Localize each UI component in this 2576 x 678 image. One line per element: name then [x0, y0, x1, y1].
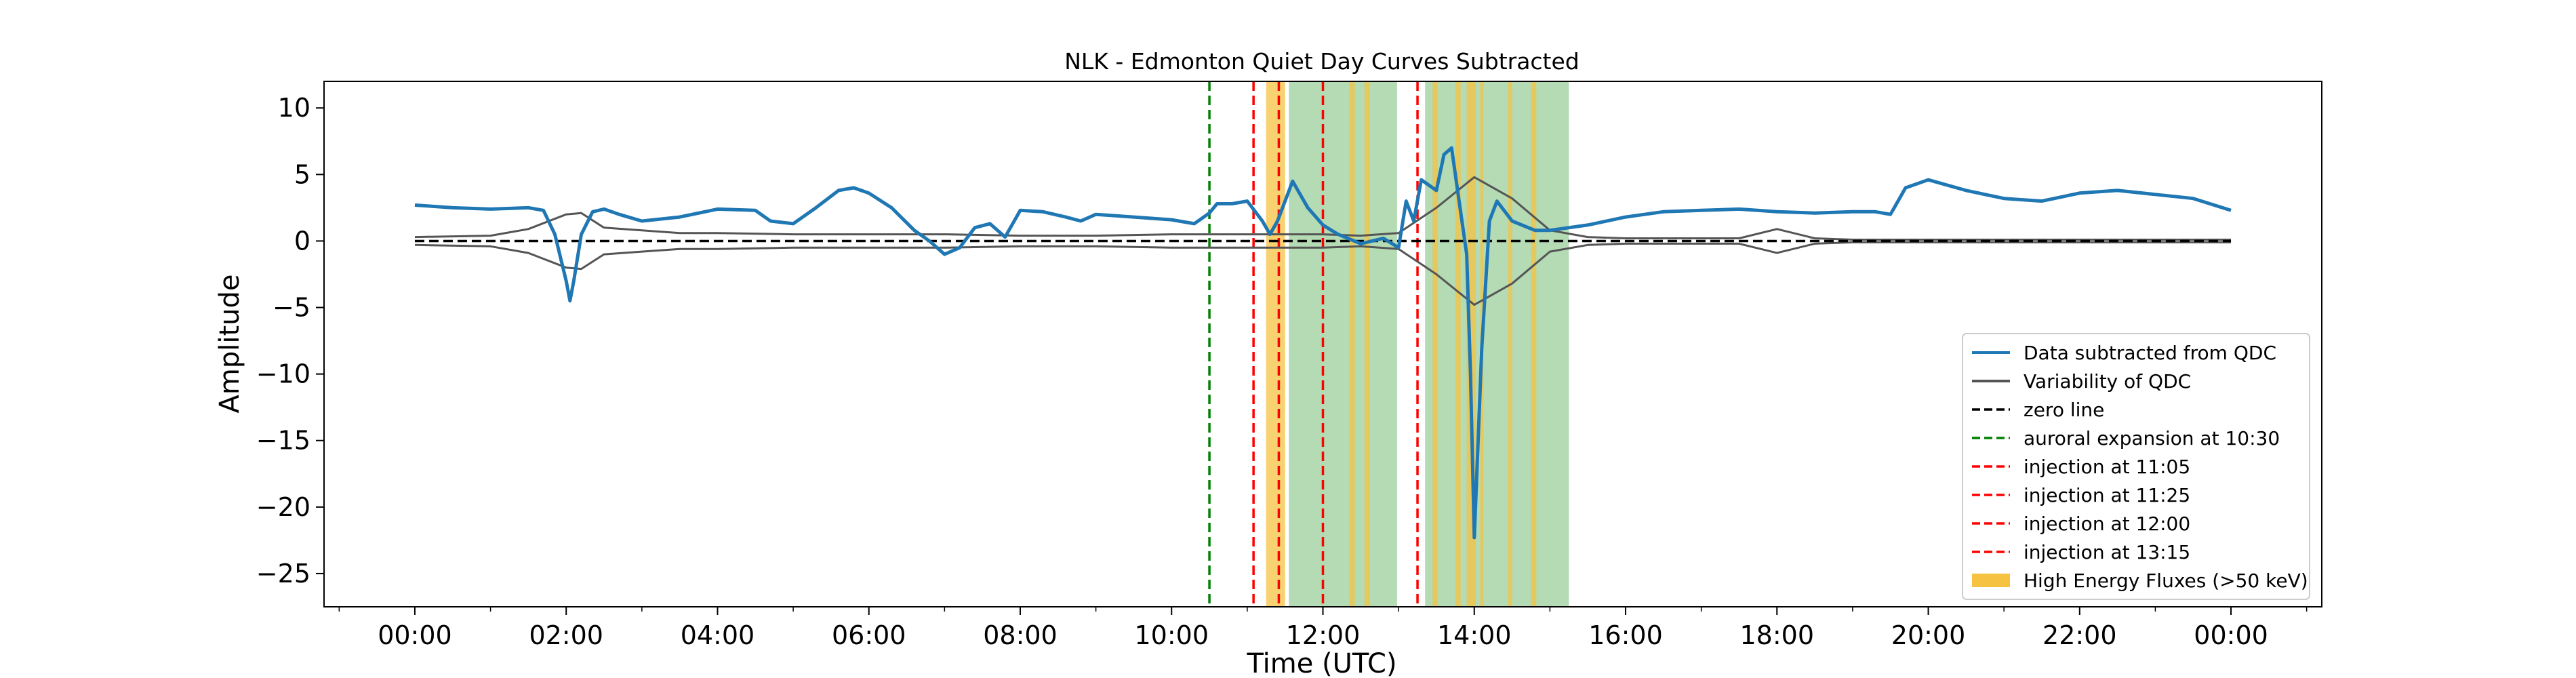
- y-tick-label: −15: [256, 426, 310, 456]
- bands-layer: [1266, 81, 1569, 607]
- legend-box: [1962, 333, 2310, 600]
- x-tick-label: 04:00: [681, 620, 755, 650]
- green-band-1: [1425, 81, 1569, 607]
- high-energy-flux-band-1: [1349, 81, 1355, 607]
- y-tick-label: 10: [278, 93, 310, 123]
- high-energy-flux-band-0: [1266, 81, 1285, 607]
- y-tick-label: −20: [256, 492, 310, 522]
- x-tick-label: 02:00: [529, 620, 603, 650]
- y-axis-label: Amplitude: [214, 275, 245, 414]
- x-tick-label: 18:00: [1740, 620, 1815, 650]
- x-tick-label: 16:00: [1588, 620, 1663, 650]
- y-axis: 10 5 0 −5 −10 −15 −20 −25: [256, 93, 324, 589]
- vlines-layer: [1208, 81, 1419, 607]
- x-tick-label: 06:00: [832, 620, 906, 650]
- variability-upper-line: [414, 176, 2231, 241]
- legend-label: injection at 12:00: [2024, 513, 2190, 535]
- x-tick-label: 00:00: [378, 620, 452, 650]
- high-energy-flux-band-4: [1455, 81, 1461, 607]
- legend-swatch: [1972, 574, 2010, 587]
- x-tick-label: 20:00: [1891, 620, 1966, 650]
- legend-label: auroral expansion at 10:30: [2024, 427, 2280, 450]
- x-tick-label: 08:00: [983, 620, 1058, 650]
- chart-title: NLK - Edmonton Quiet Day Curves Subtract…: [1064, 48, 1579, 75]
- y-tick-label: 0: [294, 226, 310, 256]
- high-energy-flux-band-7: [1508, 81, 1512, 607]
- legend-label: injection at 13:15: [2024, 541, 2190, 563]
- high-energy-flux-band-8: [1531, 81, 1537, 607]
- legend-label: High Energy Fluxes (>50 keV): [2024, 570, 2308, 592]
- x-tick-label: 14:00: [1437, 620, 1512, 650]
- y-tick-label: 5: [294, 159, 310, 189]
- legend-label: Data subtracted from QDC: [2024, 342, 2276, 364]
- data-series-line: [414, 146, 2232, 540]
- y-tick-label: −25: [256, 559, 310, 589]
- y-tick-label: −5: [273, 293, 310, 323]
- legend-label: Variability of QDC: [2024, 370, 2191, 393]
- x-tick-label: 00:00: [2194, 620, 2268, 650]
- y-tick-label: −10: [256, 359, 310, 389]
- variability-lower-line: [414, 241, 2231, 306]
- series-layer: [414, 146, 2232, 540]
- legend-label: injection at 11:25: [2024, 484, 2190, 506]
- x-axis: 00:00 02:00 04:00 06:00 08:00 10:00 12:00 14:00…: [338, 607, 2308, 650]
- x-axis-label: Time (UTC): [1246, 648, 1396, 678]
- high-energy-flux-band-2: [1364, 81, 1370, 607]
- legend-label: injection at 11:05: [2024, 456, 2190, 478]
- legend: Data subtracted from QDC Variability of Q…: [1962, 333, 2310, 600]
- green-band-0: [1289, 81, 1397, 607]
- x-tick-label: 12:00: [1286, 620, 1361, 650]
- legend-label: zero line: [2024, 399, 2104, 421]
- x-tick-label: 22:00: [2042, 620, 2117, 650]
- high-energy-flux-band-3: [1432, 81, 1438, 607]
- x-tick-label: 10:00: [1134, 620, 1209, 650]
